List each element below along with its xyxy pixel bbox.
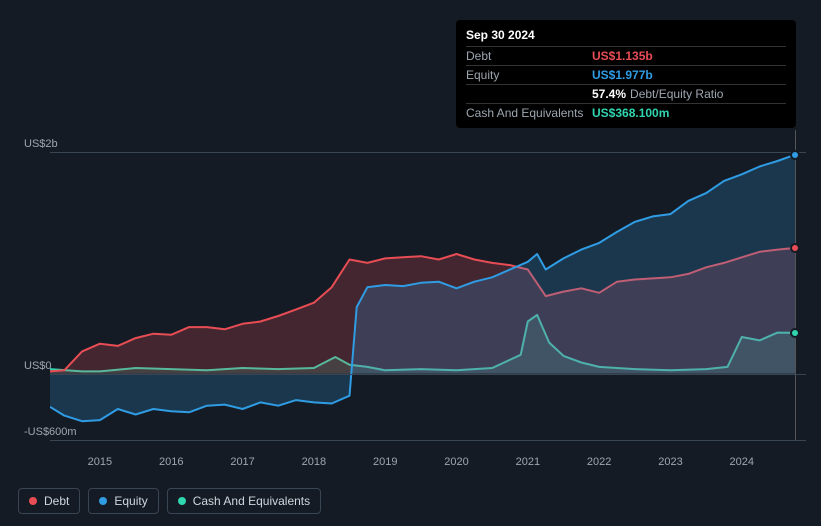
gridline xyxy=(50,440,806,441)
financial-chart: Sep 30 2024 DebtUS$1.135bEquityUS$1.977b… xyxy=(18,10,808,470)
chart-tooltip: Sep 30 2024 DebtUS$1.135bEquityUS$1.977b… xyxy=(456,20,796,128)
legend-label: Cash And Equivalents xyxy=(193,494,310,508)
y-axis-label: US$0 xyxy=(24,360,52,372)
gridline xyxy=(50,152,806,153)
x-axis-label: 2022 xyxy=(587,456,611,468)
gridline xyxy=(50,374,806,375)
legend-dot-icon xyxy=(178,497,186,505)
x-axis-label: 2015 xyxy=(88,456,112,468)
tooltip-row-value: US$368.100m xyxy=(592,106,669,120)
tooltip-row: EquityUS$1.977b xyxy=(466,65,786,84)
tooltip-row-label: Cash And Equivalents xyxy=(466,106,592,120)
chart-legend: Debt Equity Cash And Equivalents xyxy=(18,488,321,514)
tooltip-row-label: Debt xyxy=(466,49,592,63)
legend-item-equity[interactable]: Equity xyxy=(88,488,158,514)
x-axis-label: 2021 xyxy=(516,456,540,468)
x-axis-label: 2024 xyxy=(730,456,754,468)
y-axis-label: US$2b xyxy=(24,138,58,150)
tooltip-row-label: Equity xyxy=(466,68,592,82)
tooltip-row: Cash And EquivalentsUS$368.100m xyxy=(466,103,786,122)
tooltip-date: Sep 30 2024 xyxy=(466,26,786,46)
tooltip-row: 57.4% Debt/Equity Ratio xyxy=(466,84,786,103)
tooltip-row-label xyxy=(466,87,592,101)
tooltip-ratio-label: Debt/Equity Ratio xyxy=(630,87,723,101)
tooltip-row-value: US$1.135b xyxy=(592,49,653,63)
x-axis-label: 2016 xyxy=(159,456,183,468)
series-endpoint-cash xyxy=(790,328,800,338)
series-endpoint-equity xyxy=(790,150,800,160)
x-axis-label: 2020 xyxy=(444,456,468,468)
legend-item-cash[interactable]: Cash And Equivalents xyxy=(167,488,321,514)
x-axis-label: 2019 xyxy=(373,456,397,468)
y-axis-label: -US$600m xyxy=(24,426,77,438)
x-axis-label: 2018 xyxy=(302,456,326,468)
legend-dot-icon xyxy=(99,497,107,505)
x-axis-label: 2017 xyxy=(230,456,254,468)
legend-item-debt[interactable]: Debt xyxy=(18,488,80,514)
legend-label: Debt xyxy=(44,494,69,508)
legend-label: Equity xyxy=(114,494,147,508)
tooltip-row-value: US$1.977b xyxy=(592,68,653,82)
tooltip-ratio-pct: 57.4% xyxy=(592,87,626,101)
legend-dot-icon xyxy=(29,497,37,505)
series-endpoint-debt xyxy=(790,243,800,253)
crosshair-line xyxy=(795,130,796,440)
x-axis-label: 2023 xyxy=(658,456,682,468)
tooltip-row: DebtUS$1.135b xyxy=(466,46,786,65)
